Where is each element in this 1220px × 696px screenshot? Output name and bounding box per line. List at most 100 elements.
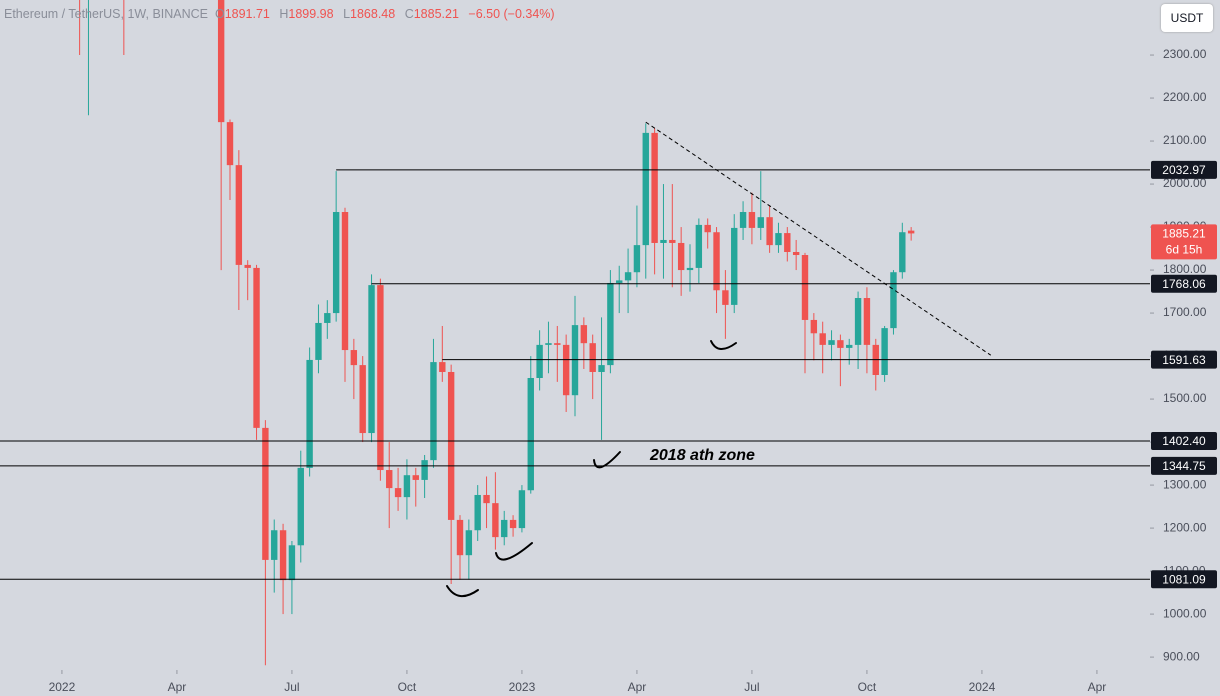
candle-body [306, 359, 313, 468]
candle-body [368, 285, 375, 434]
y-tick-label: 1000.00 [1163, 606, 1207, 620]
y-tick-label: 1200.00 [1163, 520, 1207, 534]
candle-body [492, 503, 499, 538]
ohlc-label: C [404, 7, 414, 21]
y-tick-label: 1700.00 [1163, 305, 1207, 319]
hand-curve [710, 340, 737, 350]
level-label: 1768.06 [1162, 277, 1206, 291]
candle-body [695, 224, 703, 268]
level-label: 2032.97 [1162, 163, 1206, 177]
y-tick-label: 1800.00 [1163, 262, 1207, 276]
hand-curve [495, 542, 533, 561]
candle-body [439, 362, 446, 372]
level-tag [1151, 160, 1217, 179]
candle-body [350, 350, 358, 366]
candle-body [890, 272, 897, 329]
candle-body [899, 232, 906, 273]
x-tick-label: Oct [858, 680, 877, 694]
candle-body [377, 285, 384, 471]
price-tag-label: 1885.21 [1162, 227, 1206, 241]
candle-body [704, 224, 711, 233]
y-tick-label: 900.00 [1163, 649, 1200, 663]
candle-body [881, 328, 888, 375]
ohlc-value: 1885.21 [413, 7, 459, 21]
candle-body [589, 343, 596, 372]
candle-body [739, 212, 747, 228]
level-tag [1151, 274, 1217, 293]
y-tick-label: 2300.00 [1163, 47, 1207, 61]
candle-body [297, 467, 304, 546]
ohlc-value: 1868.48 [350, 7, 396, 21]
candle-body [651, 132, 658, 243]
x-tick-label: Apr [628, 680, 647, 694]
ohlc-label: L [343, 7, 351, 21]
level-label: 1344.75 [1162, 459, 1206, 473]
candle-body [217, 0, 225, 123]
legend: Ethereum / TetherUS, 1W, BINANCE O1891.7… [4, 7, 561, 21]
candle-body [527, 378, 534, 491]
candle-body [483, 494, 490, 504]
x-tick-label: Apr [1088, 680, 1107, 694]
candle-body [421, 460, 428, 480]
ohlc-value: 1899.98 [288, 7, 334, 21]
candle-body [545, 343, 552, 345]
level-tag [1151, 432, 1217, 451]
ohlc-value: 1891.71 [224, 7, 270, 21]
candle-body [447, 371, 455, 520]
candle-body [642, 132, 649, 246]
candle-body [907, 230, 915, 234]
candle-body [262, 427, 269, 560]
candle-body [846, 344, 853, 348]
x-tick-label: Oct [398, 680, 417, 694]
candle-body [607, 282, 614, 366]
candle-body [412, 475, 419, 480]
y-tick-label: 2200.00 [1163, 90, 1207, 104]
candle-body [554, 343, 561, 345]
candle-body [456, 519, 464, 556]
price-tag [1151, 224, 1217, 260]
candle-body [394, 488, 402, 498]
candle-body [731, 227, 738, 305]
candle-body [580, 325, 588, 344]
candle-body [509, 519, 517, 529]
countdown: 6d 15h [1166, 243, 1203, 257]
y-tick-label: 2000.00 [1163, 176, 1207, 190]
level-label: 1081.09 [1162, 572, 1206, 586]
candle-body [465, 530, 473, 556]
trendline [645, 121, 992, 356]
candle-body [669, 239, 676, 243]
candle-body [624, 272, 632, 281]
candle-body [775, 233, 782, 246]
y-tick-label: 1300.00 [1163, 477, 1207, 491]
candle-body [430, 362, 437, 461]
plot-area [0, 0, 1150, 666]
candle-body [854, 298, 862, 345]
candle-body [660, 239, 667, 243]
level-tag [1151, 350, 1217, 369]
level-label: 1402.40 [1162, 434, 1206, 448]
symbol: Ethereum / TetherUS, 1W, BINANCE [4, 7, 209, 21]
ohlc-label: O [214, 7, 225, 21]
candle-body [837, 340, 844, 348]
hand-curve [446, 585, 479, 597]
candle-body [810, 319, 818, 334]
candle-body [677, 242, 685, 271]
candle-body [226, 122, 234, 166]
candle-body [288, 545, 296, 581]
x-tick-label: Apr [168, 680, 187, 694]
candle-body [474, 494, 481, 531]
level-tag [1151, 570, 1217, 589]
x-tick-label: 2022 [49, 680, 76, 694]
candle-body [616, 280, 623, 283]
candle-body [235, 165, 243, 265]
change: −6.50 (−0.34%) [468, 7, 555, 21]
x-tick-label: 2024 [969, 680, 996, 694]
candle-body [341, 212, 349, 351]
level-label: 1591.63 [1162, 353, 1206, 367]
candle-body [801, 255, 809, 320]
currency-button[interactable]: USDT [1161, 4, 1213, 32]
candle-body [784, 233, 791, 253]
candle-body [828, 340, 835, 345]
candle-body [279, 530, 287, 581]
